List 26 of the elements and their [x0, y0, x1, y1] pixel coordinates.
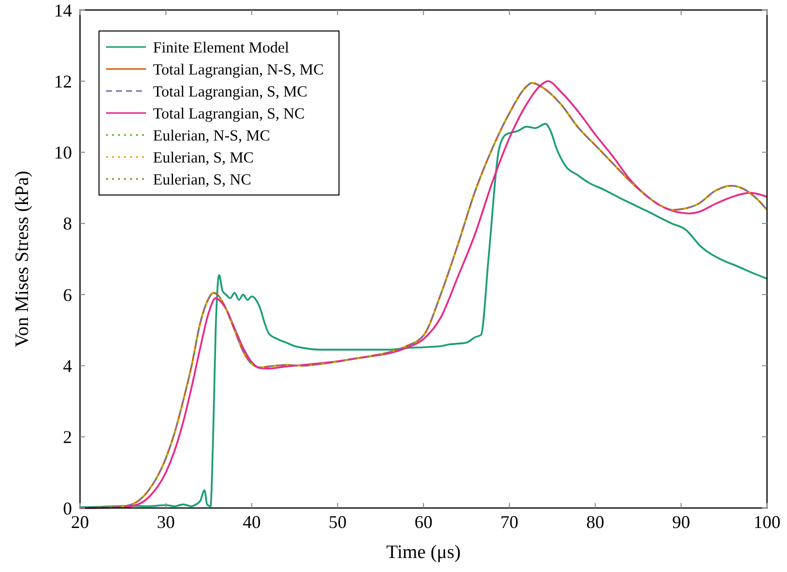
- x-tick-label: 100: [754, 512, 780, 532]
- y-tick-label: 6: [63, 284, 72, 305]
- legend-label: Eulerian, S, MC: [153, 149, 254, 166]
- legend-label: Total Lagrangian, N-S, MC: [153, 61, 324, 78]
- legend-label: Eulerian, N-S, MC: [153, 127, 270, 144]
- y-tick-label: 14: [54, 0, 72, 20]
- x-tick-label: 80: [586, 512, 604, 532]
- legend-label: Eulerian, S, NC: [153, 171, 252, 188]
- x-axis-title: Time (μs): [386, 542, 461, 563]
- y-tick-label: 4: [63, 356, 72, 376]
- y-tick-label: 12: [54, 71, 72, 92]
- x-tick-label: 30: [156, 512, 175, 532]
- y-axis-title: Von Mises Stress (kPa): [12, 170, 33, 348]
- x-tick-label: 70: [500, 512, 518, 532]
- x-tick-label: 50: [328, 512, 347, 532]
- legend-label: Finite Element Model: [153, 39, 290, 56]
- x-tick-label: 60: [414, 512, 432, 532]
- legend-label: Total Lagrangian, S, NC: [153, 105, 305, 122]
- y-tick-label: 2: [63, 427, 72, 448]
- y-tick-label: 0: [63, 498, 72, 518]
- x-tick-label: 20: [71, 512, 89, 532]
- legend-label: Total Lagrangian, S, MC: [153, 83, 308, 100]
- x-tick-label: 90: [672, 512, 690, 532]
- y-tick-label: 10: [54, 142, 72, 163]
- x-tick-label: 40: [242, 512, 261, 532]
- y-tick-label: 8: [63, 214, 72, 234]
